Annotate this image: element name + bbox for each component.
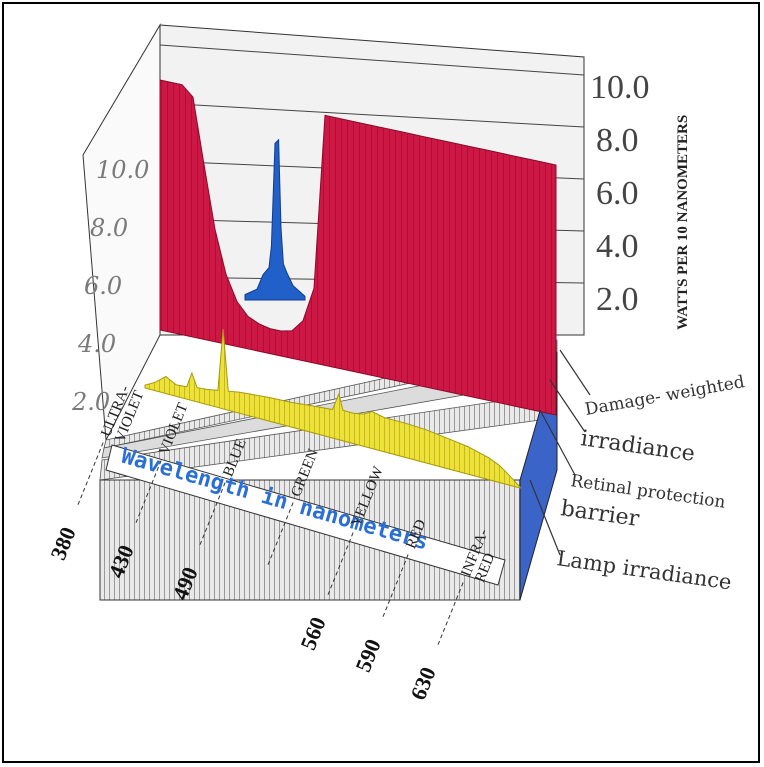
y-tick-left: 8.0	[90, 214, 128, 242]
x-tick-line	[77, 439, 105, 505]
y-tick-right: 4.0	[596, 228, 639, 265]
x-tick-value: 630	[405, 663, 441, 703]
legend-leader	[559, 349, 591, 396]
legend-label: Lamp irradiance	[555, 546, 733, 594]
y-tick-left: 6.0	[84, 272, 122, 300]
series-area	[159, 79, 557, 416]
y-tick-right: 6.0	[596, 175, 639, 212]
series-layer	[144, 79, 557, 489]
legend-leader	[529, 479, 561, 556]
y-tick-left: 4.0	[77, 330, 116, 358]
x-tick-value: 590	[350, 635, 386, 675]
y-tick-left: 2.0	[71, 388, 110, 416]
legend-label: barrier	[559, 496, 641, 532]
x-tick-value: 560	[295, 613, 331, 653]
y-tick-right: 2.0	[596, 281, 639, 318]
series-damage-weighted-irradiance	[159, 79, 557, 416]
y-tick-right: 8.0	[596, 122, 639, 159]
left-wall	[82, 23, 161, 442]
x-tick-line	[135, 457, 163, 523]
series-retinal-protection-barrier	[244, 138, 306, 301]
grid-line	[159, 102, 585, 128]
legend-leader	[549, 379, 586, 433]
legend-label: irradiance	[579, 426, 696, 467]
legend-label: Damage- weighted	[583, 372, 746, 420]
yaxis-label: WATTS PER 10 NANOMETERS	[675, 115, 691, 330]
grid-line	[159, 44, 585, 76]
y-tick-right: 10.0	[590, 69, 650, 106]
series-lamp-irradiance	[144, 328, 521, 489]
y-tick-left: 10.0	[96, 156, 149, 184]
x-tick-value: 380	[45, 523, 81, 563]
ticks-layer: 2.0 4.0 6.0 8.0 10.0 2.0 4.0 6.0 8.0 10.0	[71, 69, 650, 416]
series-area	[144, 328, 521, 489]
legend-leader	[539, 409, 576, 476]
series-area	[244, 138, 306, 301]
